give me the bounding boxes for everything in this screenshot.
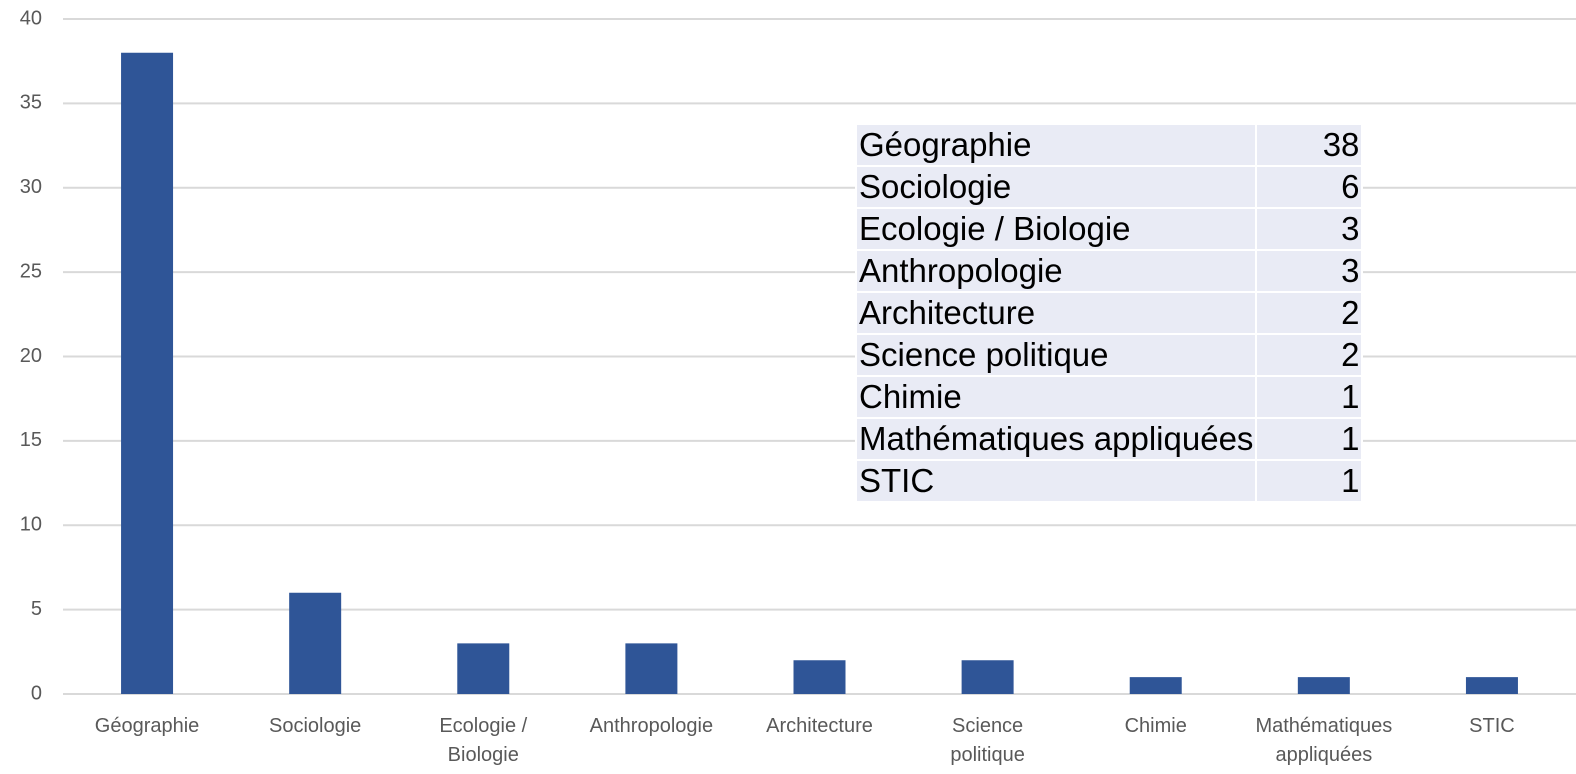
table-label: Chimie xyxy=(854,375,1258,419)
table-value: 38 xyxy=(1255,123,1364,167)
bar xyxy=(961,660,1014,694)
y-tick-label: 5 xyxy=(31,598,42,620)
bar xyxy=(457,643,510,694)
bar xyxy=(1465,677,1518,694)
table-label: Anthropologie xyxy=(854,249,1258,293)
table-value: 2 xyxy=(1255,291,1364,335)
y-tick-label: 30 xyxy=(20,176,42,198)
table-row: Géographie 38 xyxy=(854,123,1364,167)
table-row: Ecologie / Biologie 3 xyxy=(854,207,1364,251)
table-row: Anthropologie 3 xyxy=(854,249,1364,293)
bar xyxy=(289,592,342,694)
y-tick-label: 35 xyxy=(20,92,42,114)
table-row: Mathématiques appliquées 1 xyxy=(854,417,1364,461)
x-tick-label: Architecture xyxy=(766,715,873,737)
table-label: Science politique xyxy=(854,333,1258,377)
table-row: Sociologie 6 xyxy=(854,165,1364,209)
table-row: Chimie 1 xyxy=(854,375,1364,419)
x-tick-label: Anthropologie xyxy=(589,715,714,737)
x-tick-label: STIC xyxy=(1469,715,1515,737)
bar xyxy=(1297,677,1350,694)
table-row: Architecture 2 xyxy=(854,291,1364,335)
table-value: 1 xyxy=(1255,375,1364,419)
table-label: Ecologie / Biologie xyxy=(854,207,1258,251)
bar xyxy=(625,643,678,694)
x-tick-label: Sociologie xyxy=(269,715,362,737)
table-row: STIC 1 xyxy=(854,459,1364,503)
table-value: 3 xyxy=(1255,207,1364,251)
y-tick-label: 40 xyxy=(20,7,42,29)
x-tick-label: Géographie xyxy=(94,715,200,737)
table-row: Science politique 2 xyxy=(854,333,1364,377)
table-label: Géographie xyxy=(854,123,1258,167)
table-label: Mathématiques appliquées xyxy=(854,417,1258,461)
bar xyxy=(121,52,174,694)
data-table: Géographie 38 Sociologie 6 Ecologie / Biolog… xyxy=(854,123,1364,503)
x-tick-label: Ecologie / Biologie xyxy=(439,715,528,766)
x-tick-label: Science politique xyxy=(950,715,1025,766)
table-value: 2 xyxy=(1255,333,1364,377)
y-tick-label: 15 xyxy=(20,429,42,451)
x-tick-label: Chimie xyxy=(1124,715,1187,737)
table-label: STIC xyxy=(854,459,1258,503)
x-tick-label: Mathématiques appliquées xyxy=(1255,715,1393,766)
y-tick-label: 25 xyxy=(20,260,42,282)
table-value: 1 xyxy=(1255,417,1364,461)
table-label: Sociologie xyxy=(854,165,1258,209)
y-tick-label: 0 xyxy=(31,682,42,704)
y-tick-label: 20 xyxy=(20,345,42,367)
bar xyxy=(793,660,846,694)
table-value: 3 xyxy=(1255,249,1364,293)
y-tick-label: 10 xyxy=(20,514,42,536)
table-label: Architecture xyxy=(854,291,1258,335)
table-value: 6 xyxy=(1255,165,1364,209)
table-value: 1 xyxy=(1255,459,1364,503)
bar xyxy=(1129,677,1182,694)
